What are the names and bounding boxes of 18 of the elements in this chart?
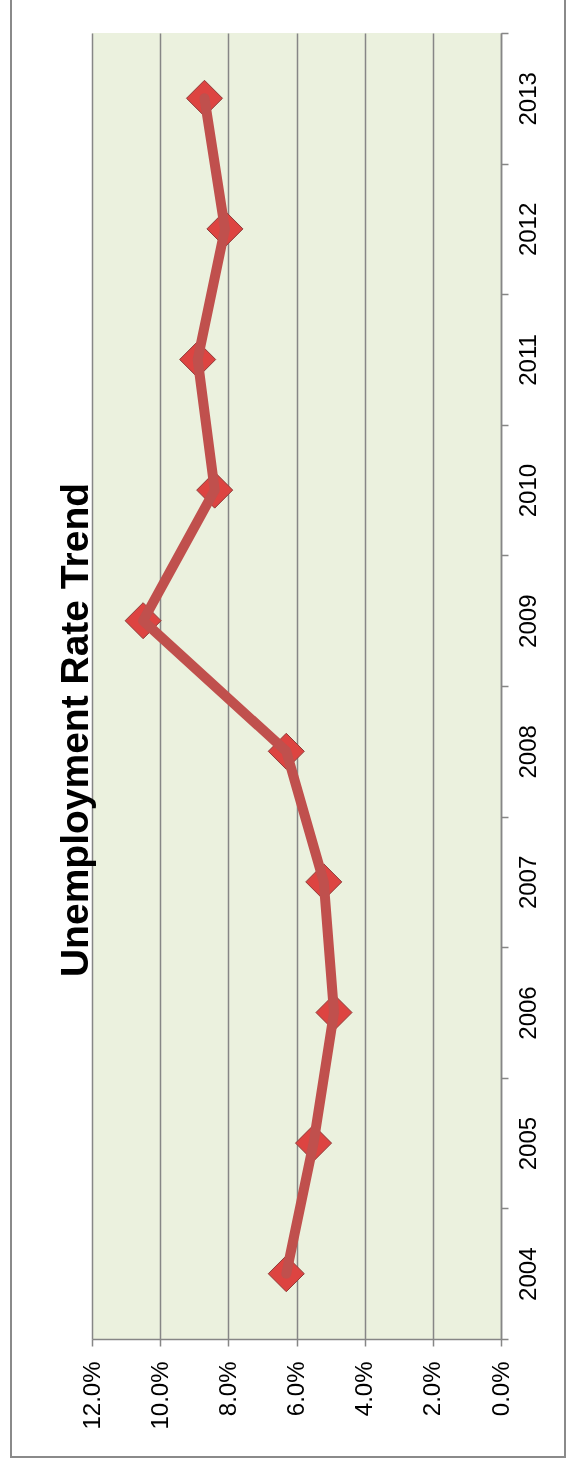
y-tick-label: 2008	[513, 725, 541, 779]
y-tick-label: 2012	[513, 202, 541, 257]
x-tick-label: 0.0%	[486, 1361, 514, 1417]
y-tick-label: 2007	[513, 855, 541, 910]
x-tick-label: 6.0%	[282, 1361, 309, 1417]
y-tick-label: 2004	[513, 1247, 541, 1301]
y-tick-label: 2010	[513, 463, 541, 518]
x-tick-label: 12.0%	[77, 1361, 105, 1430]
y-tick-label: 2009	[513, 594, 541, 648]
y-tick-label: 2013	[513, 72, 541, 126]
text: Unemployment Rate Trend	[53, 482, 96, 978]
x-tick-label: 8.0%	[213, 1361, 241, 1417]
x-tick-label: 10.0%	[145, 1361, 173, 1430]
y-tick-label: 2006	[513, 986, 541, 1040]
y-tick-label: 2005	[513, 1116, 541, 1171]
x-tick-label: 4.0%	[350, 1361, 378, 1417]
y-tick-label: 2011	[513, 334, 541, 386]
x-tick-label: 2.0%	[418, 1361, 446, 1417]
